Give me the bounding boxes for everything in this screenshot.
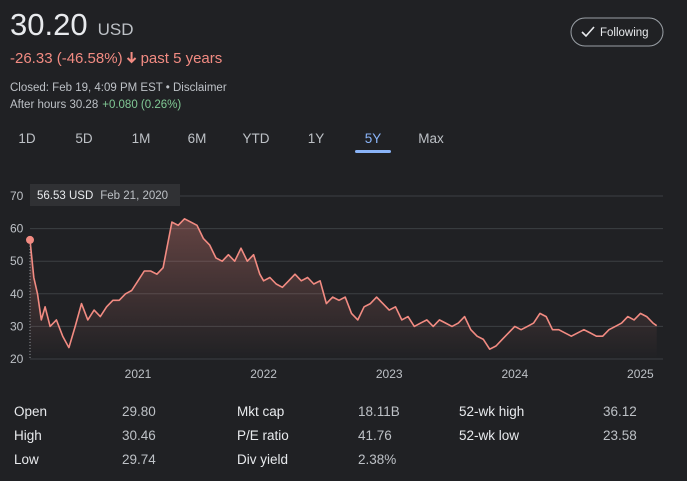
stat-value: 36.12: [603, 404, 637, 419]
price-line: [29, 218, 658, 350]
range-selected-underline: [355, 150, 391, 153]
stat-label: 52-wk low: [459, 428, 519, 443]
x-tick-label: 2021: [125, 367, 152, 381]
stat-label: Mkt cap: [237, 404, 284, 419]
hover-dot: [26, 235, 34, 244]
y-tick-label: 50: [10, 254, 24, 268]
after-hours: After hours 30.28: [10, 99, 98, 111]
follow-button-label[interactable]: Following: [600, 27, 649, 39]
range-button[interactable]: 1D: [18, 131, 36, 146]
y-tick-label: 40: [10, 287, 24, 301]
stat-value: 29.74: [122, 452, 156, 467]
stat-value: 18.11B: [358, 404, 400, 419]
range-button[interactable]: 1Y: [308, 131, 325, 146]
y-tick-label: 60: [10, 222, 24, 236]
y-tick-label: 30: [10, 319, 24, 333]
price: 30.20: [10, 7, 88, 42]
stat-label: High: [14, 428, 42, 443]
after-hours-change: +0.080 (0.26%): [102, 99, 181, 111]
stat-label: Open: [14, 404, 47, 419]
range-button[interactable]: 1M: [132, 131, 151, 146]
stat-value: 2.38%: [358, 452, 396, 467]
range-button[interactable]: 6M: [188, 131, 207, 146]
tooltip-date: Feb 21, 2020: [100, 190, 168, 202]
price-area: [30, 218, 657, 359]
check-icon: [581, 26, 595, 38]
period: past 5 years: [141, 50, 223, 67]
stat-value: 29.80: [122, 404, 156, 419]
x-tick-label: 2023: [376, 367, 403, 381]
stat-value: 23.58: [603, 428, 637, 443]
x-tick-label: 2025: [627, 367, 654, 381]
stat-label: Low: [14, 452, 39, 467]
range-button[interactable]: YTD: [243, 131, 270, 146]
range-button[interactable]: 5D: [75, 131, 93, 146]
stat-label: Div yield: [237, 452, 288, 467]
x-tick-label: 2022: [250, 367, 277, 381]
follow-button[interactable]: Following: [570, 17, 664, 47]
range-button[interactable]: Max: [418, 131, 444, 146]
range-button[interactable]: 5Y: [365, 131, 382, 146]
change: -26.33 (-46.58%): [10, 50, 123, 67]
tooltip-value: 56.53 USD: [37, 190, 93, 202]
closed-info: Closed: Feb 19, 4:09 PM EST • Disclaimer: [10, 82, 227, 94]
currency: USD: [98, 20, 134, 39]
tooltip-box: [30, 184, 180, 206]
stat-value: 30.46: [122, 428, 156, 443]
stat-label: 52-wk high: [459, 404, 524, 419]
stat-label: P/E ratio: [237, 428, 289, 443]
y-tick-label: 70: [10, 189, 24, 203]
follow-button-border[interactable]: [570, 17, 664, 47]
y-tick-label: 20: [10, 352, 24, 366]
x-tick-label: 2024: [501, 367, 528, 381]
down-arrow-icon: [126, 52, 137, 64]
stat-value: 41.76: [358, 428, 392, 443]
